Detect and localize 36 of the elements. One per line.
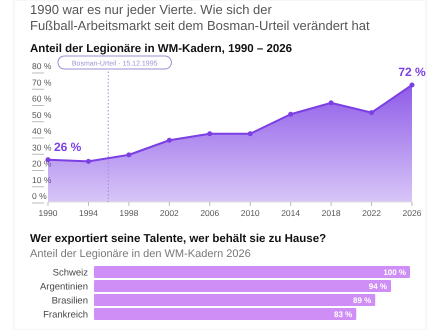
y-tick-label: 30 %	[32, 142, 52, 152]
data-label: 83 %	[334, 310, 352, 319]
y-tick-label: 80 %	[32, 61, 52, 71]
x-tick-label: 1994	[78, 208, 98, 218]
x-tick-label: 2018	[322, 208, 341, 218]
x-tick-label: 2022	[362, 208, 382, 218]
x-tick-label: 2026	[402, 208, 422, 218]
y-tick-label: Schweiz	[52, 268, 88, 278]
y-tick-label: 70 %	[32, 77, 52, 88]
x-tick-label: 2002	[160, 208, 180, 218]
bar	[94, 294, 376, 306]
x-tick-label: 2006	[200, 208, 220, 218]
y-tick-label: Brasilien	[52, 296, 88, 306]
y-tick-label: 50 %	[32, 110, 52, 120]
x-tick-label: 2010	[240, 208, 260, 218]
bar	[94, 308, 356, 320]
y-tick-label: 60 %	[32, 94, 52, 104]
y-tick-label: 0 %	[32, 191, 48, 201]
y-tick-label: 10 %	[32, 174, 52, 185]
y-tick-label: Frankreich	[43, 310, 88, 320]
chart-subtitle: Anteil der Legionäre in den WM-Kadern 2026	[30, 248, 251, 260]
chart-title: Anteil der Legionäre in WM-Kadern, 1990 – 2026	[30, 43, 292, 55]
x-tick-label: 1998	[119, 208, 139, 218]
bar	[94, 266, 410, 278]
y-tick-label: Argentinien	[40, 282, 88, 292]
data-label: 89 %	[353, 296, 372, 305]
data-label: 26 %	[54, 140, 82, 154]
x-tick-label: 2014	[281, 208, 300, 218]
chart-title: Wer exportiert seine Talente, wer behält sie zu Hause?	[30, 233, 326, 245]
data-label: 100 %	[383, 268, 406, 277]
y-tick-label: 40 %	[32, 126, 52, 136]
data-label: 94 %	[368, 282, 388, 291]
chart-subtitle: 1990 war es nur jeder Vierte. Wie sich der Fußball-Arbeitsmarkt seit dem Bosman-Urteil verändert hat	[30, 2, 370, 33]
x-tick-label: 1990	[38, 208, 58, 218]
data-label: 72 %	[398, 65, 426, 79]
bar	[94, 280, 392, 292]
